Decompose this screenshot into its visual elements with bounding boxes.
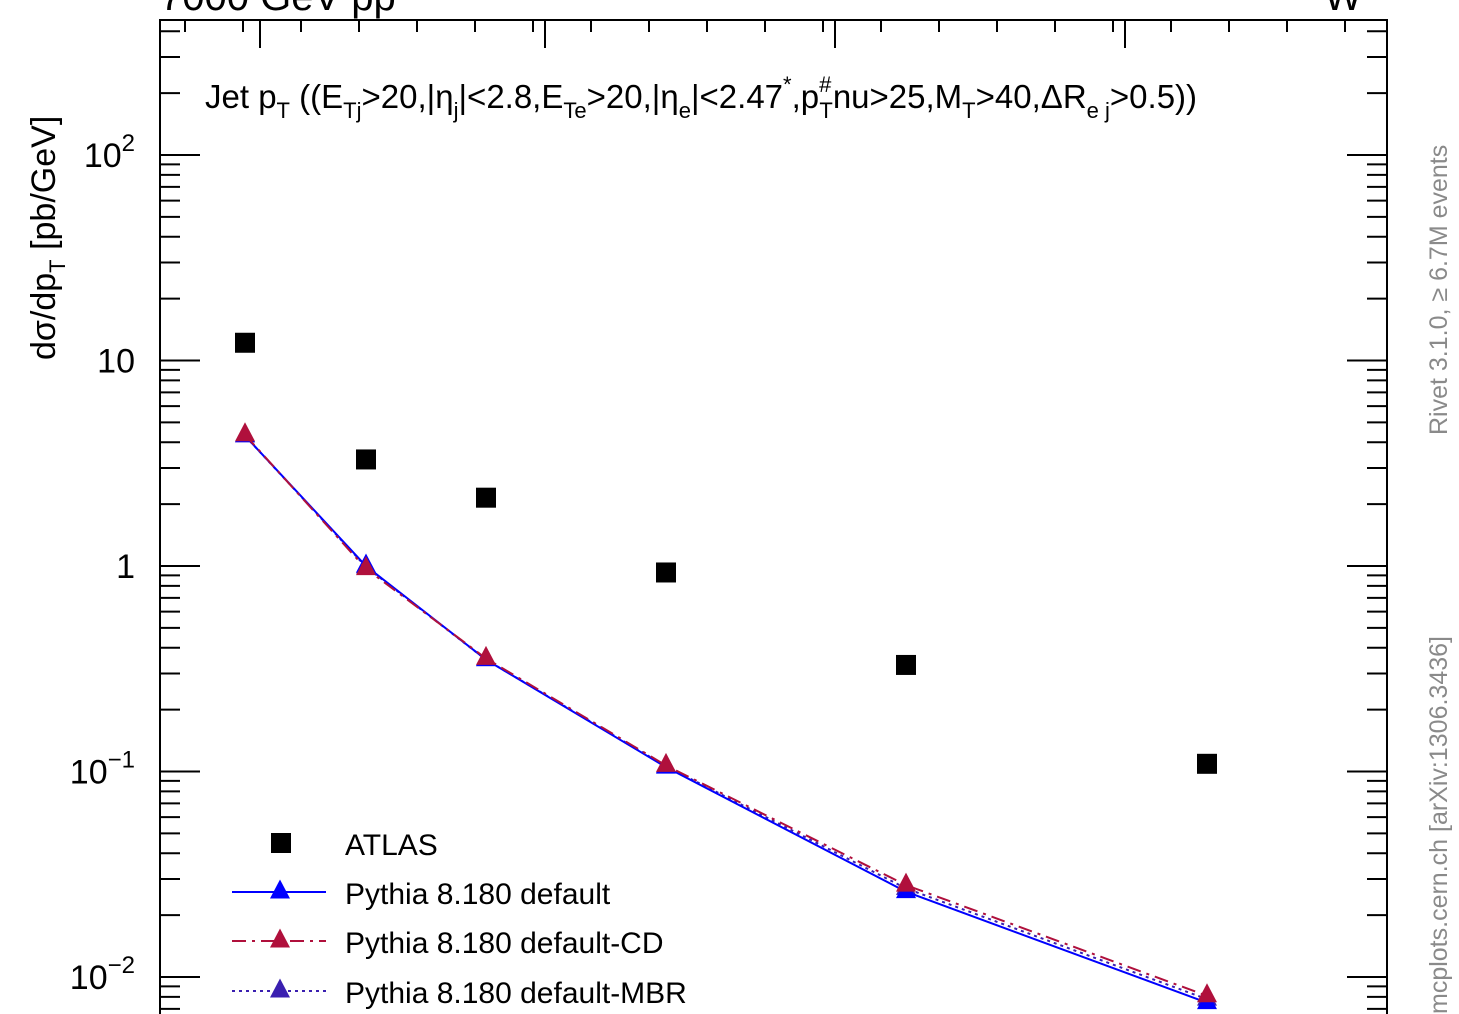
data-point-square [356,449,376,470]
data-point-triangle [476,645,496,665]
data-point-square [896,654,916,675]
x-axis-ticks [184,20,1346,48]
y-tick-label: 1 [116,548,135,586]
data-point-triangle [896,872,916,892]
plot-frame [159,19,1388,1014]
y-tick-label: 10−1 [70,747,135,792]
series-pythia-8-180-default-mbr [235,423,1217,1006]
header-right-text: W [1324,0,1362,19]
data-point-square [656,562,676,583]
data-point-triangle [1197,983,1217,1003]
chart-title: Jet pT ((ETj>20,|ηj|<2.8,ETe>20,|ηe|<2.4… [205,72,1197,123]
legend-entry: ATLAS [271,829,438,862]
legend-label: Pythia 8.180 default-CD [345,927,664,960]
data-point-square [476,487,496,508]
data-point-square [235,332,255,353]
legend-marker-square [271,833,291,853]
legend-entry: Pythia 8.180 default-CD [232,927,664,960]
y-axis-label: dσ/dpT [pb/GeV] [25,116,70,360]
y-tick-label: 10 [97,343,135,381]
y-axis-tick-labels: 10−2 10−1 1 10 102 [70,130,135,997]
data-point-triangle [656,752,676,772]
series-pythia-8-180-default-cd [235,422,1217,1003]
legend-entry: Pythia 8.180 default [232,878,611,911]
rivet-version-label: Rivet 3.1.0, ≥ 6.7M events [1425,145,1453,435]
series-line [244,435,1208,1001]
series-pythia-8-180-default [235,423,1217,1010]
data-point-triangle [356,556,376,576]
data-point-square [1197,753,1217,774]
legend-marker-triangle [270,978,290,998]
data-series [235,332,1217,1010]
series-atlas [235,332,1217,774]
y-tick-label: 10−2 [70,952,135,997]
legend-label: ATLAS [345,829,438,862]
y-axis-ticks [160,30,1387,1010]
legend-label: Pythia 8.180 default [345,878,611,911]
legend-marker-triangle [270,879,290,899]
source-label: mcplots.cern.ch [arXiv:1306.3436] [1425,636,1453,1014]
header-left-text: 7000 GeV pp [160,0,396,19]
legend-marker-triangle [270,928,290,948]
legend: ATLAS Pythia 8.180 default Pythia 8.180 de… [232,829,687,1010]
y-tick-label: 102 [84,130,135,175]
series-line [244,434,1208,997]
legend-label: Pythia 8.180 default-MBR [345,977,687,1010]
legend-entry: Pythia 8.180 default-MBR [232,977,687,1010]
series-line [244,435,1208,1004]
data-point-triangle [235,422,255,442]
